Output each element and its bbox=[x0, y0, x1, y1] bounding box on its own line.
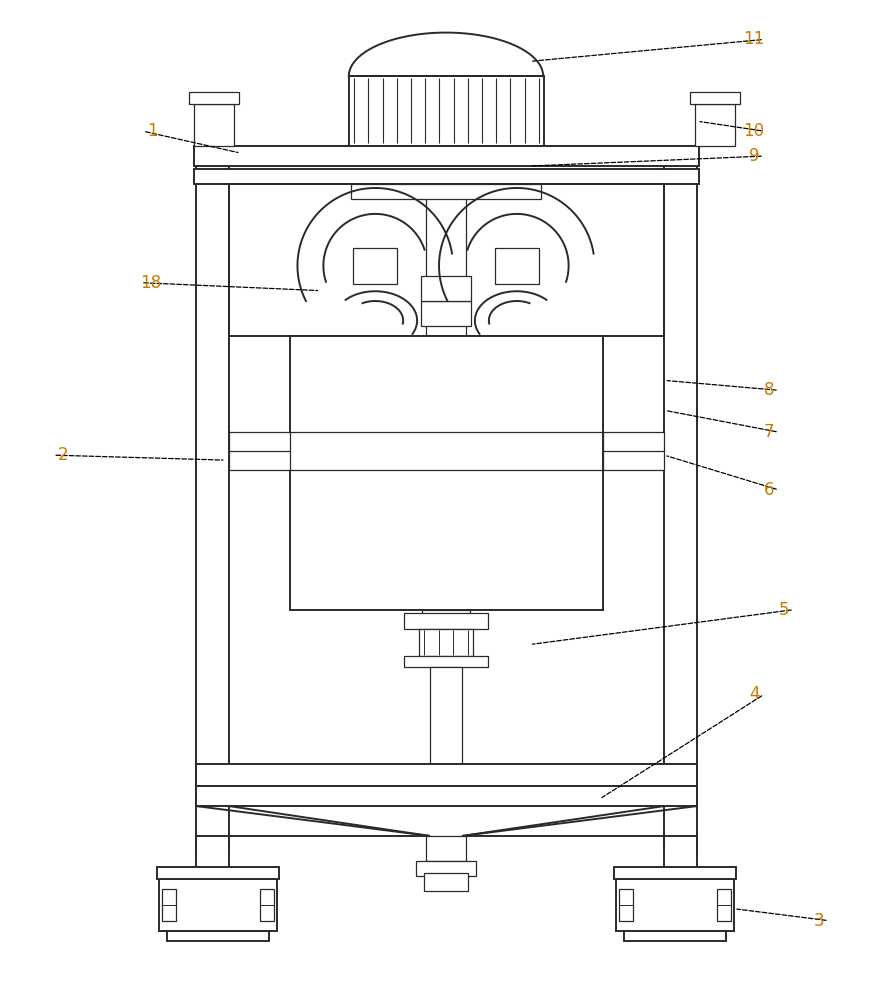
Bar bbox=[696, 104, 735, 146]
Text: 1: 1 bbox=[147, 122, 158, 140]
Bar bbox=[194, 146, 699, 166]
Bar bbox=[495, 248, 538, 284]
Text: 18: 18 bbox=[140, 274, 162, 292]
Bar bbox=[416, 861, 476, 876]
Text: 2: 2 bbox=[58, 446, 69, 464]
Bar bbox=[159, 879, 277, 931]
Bar bbox=[196, 786, 697, 806]
Text: 7: 7 bbox=[764, 423, 774, 441]
Bar bbox=[290, 336, 603, 610]
Bar bbox=[421, 276, 471, 301]
Bar bbox=[157, 867, 279, 879]
Text: 8: 8 bbox=[764, 381, 774, 399]
Text: 5: 5 bbox=[779, 601, 789, 619]
Bar bbox=[351, 184, 540, 199]
Bar bbox=[624, 869, 726, 879]
Bar bbox=[349, 76, 544, 146]
Bar bbox=[194, 104, 234, 146]
Bar bbox=[690, 92, 740, 104]
Text: 6: 6 bbox=[764, 481, 774, 499]
Bar bbox=[717, 889, 731, 921]
Bar bbox=[404, 613, 488, 629]
Bar bbox=[422, 610, 470, 660]
Bar bbox=[603, 432, 664, 470]
Bar bbox=[624, 931, 726, 941]
Bar bbox=[162, 889, 176, 921]
Text: 4: 4 bbox=[749, 685, 759, 703]
Bar bbox=[426, 836, 466, 861]
Bar bbox=[260, 889, 273, 921]
Bar bbox=[188, 92, 238, 104]
Text: 11: 11 bbox=[743, 30, 764, 48]
Bar bbox=[614, 867, 736, 879]
Text: 3: 3 bbox=[814, 912, 824, 930]
Bar bbox=[194, 169, 699, 184]
Bar bbox=[616, 879, 734, 931]
Bar bbox=[421, 301, 471, 326]
Bar bbox=[424, 873, 468, 891]
Text: 9: 9 bbox=[749, 147, 759, 165]
Bar bbox=[430, 667, 462, 789]
Bar bbox=[167, 931, 269, 941]
Bar bbox=[354, 248, 397, 284]
Bar bbox=[426, 184, 466, 336]
Bar bbox=[229, 432, 290, 470]
Bar bbox=[620, 889, 633, 921]
Text: 10: 10 bbox=[744, 122, 764, 140]
Bar bbox=[196, 764, 697, 786]
Bar bbox=[419, 629, 473, 656]
Bar bbox=[167, 869, 269, 879]
Bar bbox=[404, 656, 488, 667]
